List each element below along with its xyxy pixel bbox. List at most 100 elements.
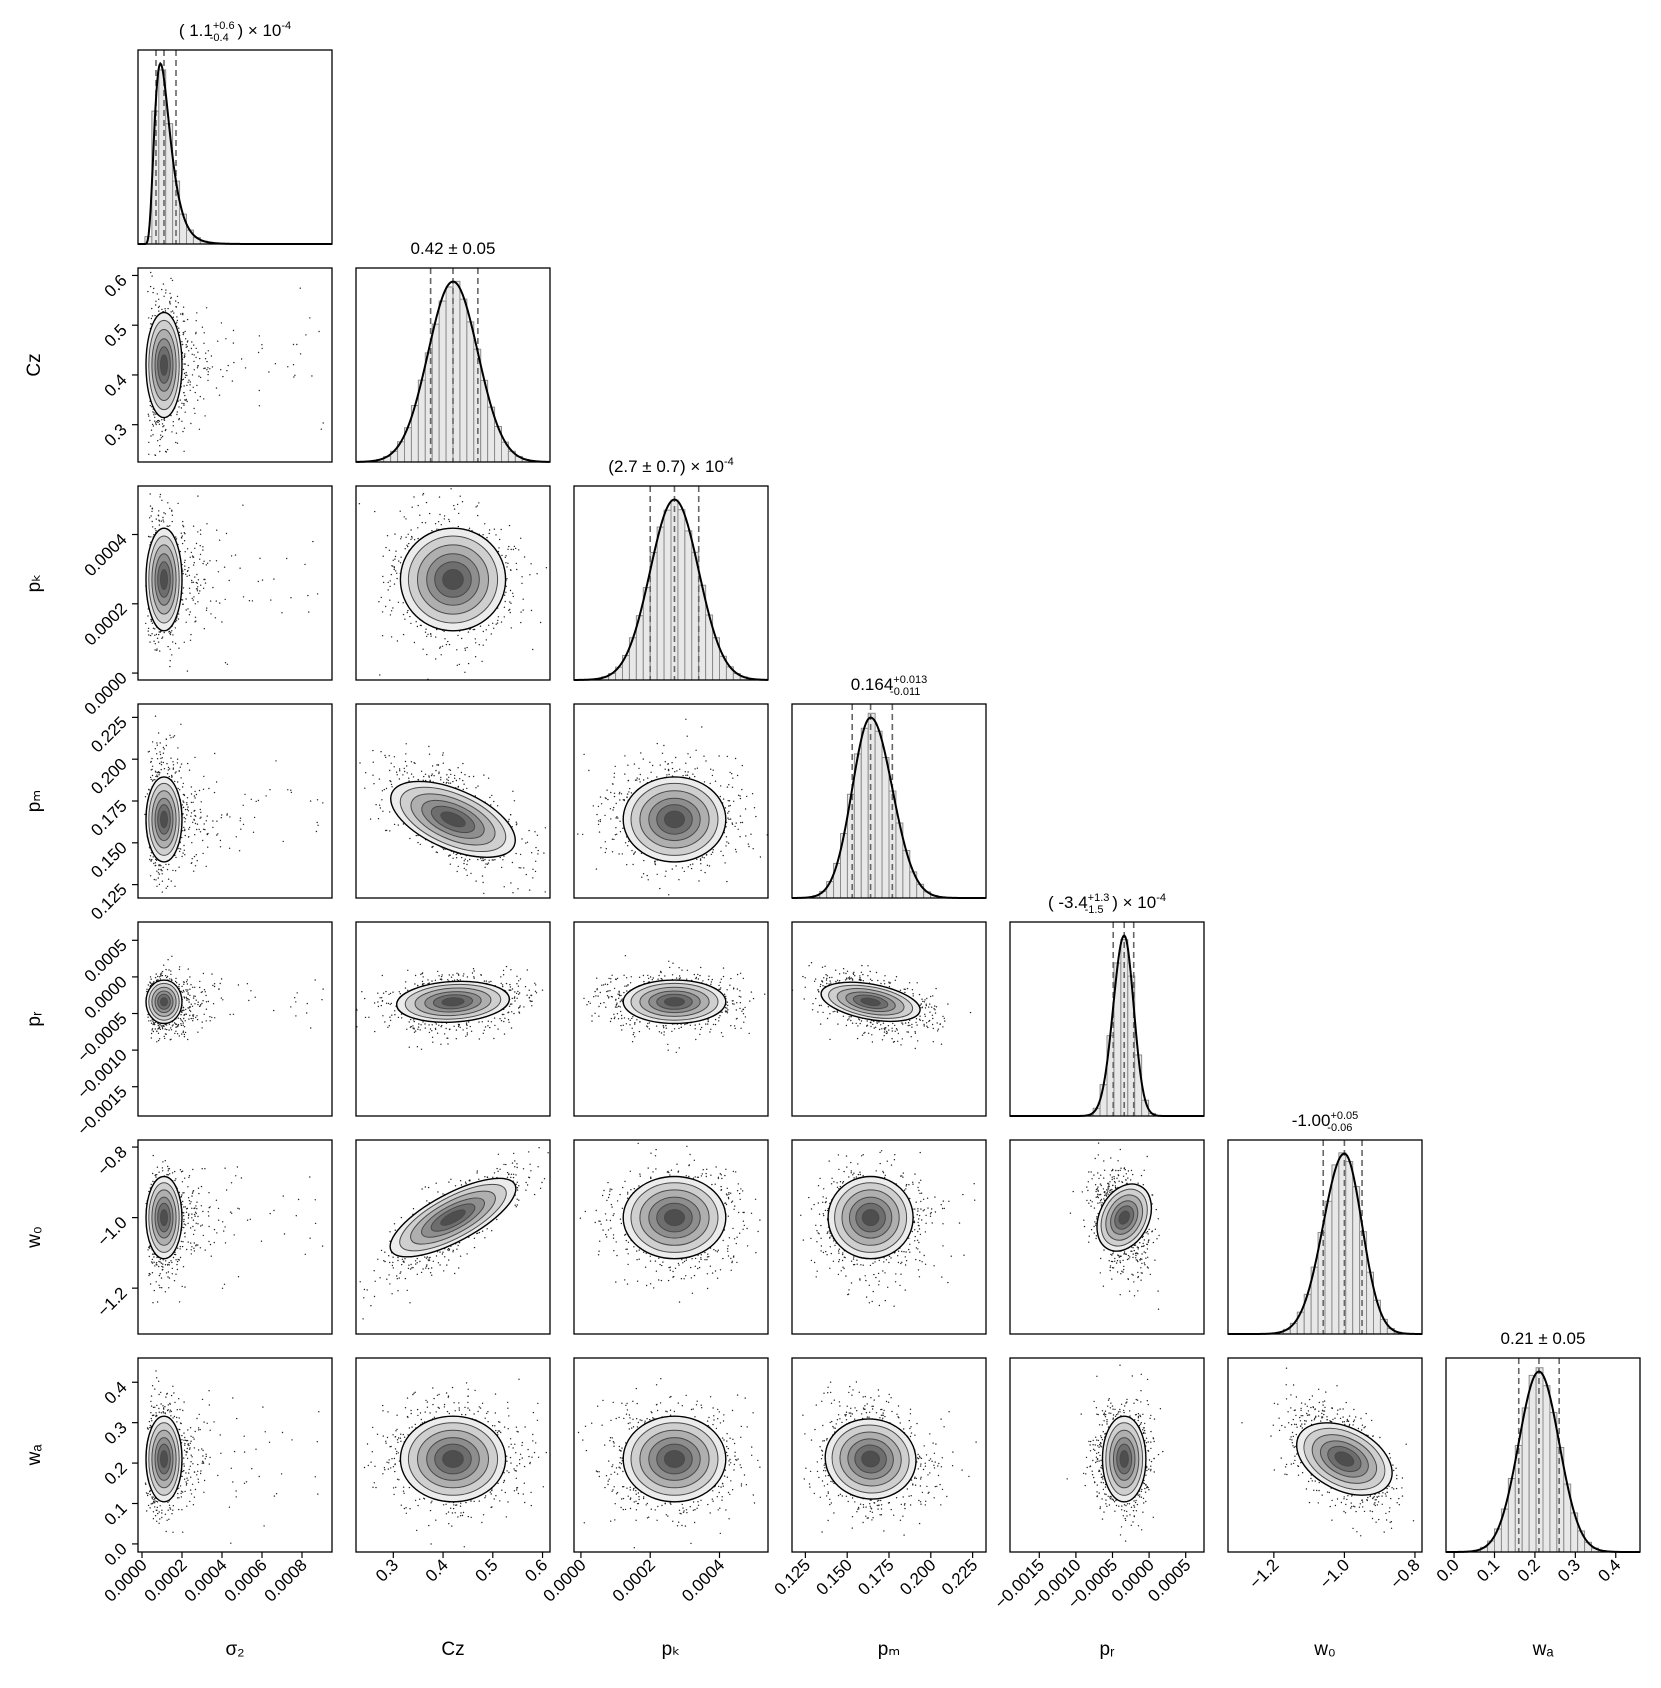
scatter-point: [155, 413, 157, 415]
scatter-point: [287, 789, 289, 791]
scatter-point: [446, 781, 448, 784]
scatter-point: [413, 539, 416, 541]
scatter-point: [190, 812, 193, 814]
scatter-point: [493, 528, 496, 530]
scatter-point: [469, 858, 471, 861]
scatter-point: [163, 419, 165, 421]
scatter-point: [316, 799, 319, 801]
scatter-point: [158, 310, 160, 312]
scatter-point: [197, 495, 199, 497]
scatter-point: [578, 528, 579, 529]
scatter-point: [452, 780, 454, 783]
scatter-point: [160, 434, 162, 436]
scatter-point: [393, 766, 395, 768]
scatter-point: [416, 625, 419, 628]
scatter-point: [393, 568, 395, 571]
scatter-point: [193, 795, 196, 797]
scatter-point: [203, 332, 205, 334]
scatter-point: [207, 846, 209, 848]
scatter-point: [410, 622, 412, 625]
scatter-point: [182, 587, 185, 589]
scatter-point: [364, 787, 366, 789]
scatter-point: [358, 503, 361, 505]
scatter-point: [402, 613, 405, 616]
scatter-point: [397, 824, 399, 826]
scatter-point: [158, 873, 161, 875]
scatter-point: [739, 797, 742, 800]
scatter-point: [460, 771, 463, 774]
scatter-point: [422, 492, 425, 495]
scatter-point: [190, 422, 192, 425]
scatter-point: [167, 307, 169, 310]
scatter-point: [152, 779, 154, 781]
scatter-point: [270, 599, 272, 601]
scatter-point: [438, 771, 440, 773]
scatter-point: [178, 327, 180, 329]
scatter-point: [493, 627, 495, 629]
scatter-point: [428, 775, 430, 777]
scatter-point: [530, 609, 533, 612]
scatter-point: [502, 859, 504, 861]
hist-panel-3: [791, 703, 987, 899]
scatter-point: [184, 808, 187, 811]
scatter-point: [206, 523, 208, 525]
scatter-point: [490, 804, 492, 806]
scatter-point: [523, 556, 526, 558]
scatter-point: [269, 789, 271, 791]
scatter-point: [435, 658, 437, 660]
scatter-point: [446, 778, 448, 780]
scatter-point: [154, 528, 156, 530]
scatter-point: [290, 791, 293, 794]
scatter-point: [183, 372, 186, 375]
scatter-point: [425, 628, 427, 630]
scatter-point: [449, 863, 451, 865]
scatter-point: [159, 742, 161, 744]
scatter-point: [528, 829, 530, 832]
panel-frame: [137, 485, 333, 681]
scatter-point: [404, 548, 406, 550]
panel-frame: [137, 267, 333, 463]
scatter-point: [193, 855, 196, 858]
scatter-point: [181, 804, 183, 806]
scatter-point: [159, 450, 161, 453]
scatter-point: [512, 595, 514, 598]
scatter-point: [255, 800, 257, 803]
scatter-point: [535, 860, 537, 862]
scatter-point: [619, 799, 621, 801]
scatter-point: [509, 601, 511, 603]
scatter-point: [518, 867, 520, 869]
scatter-point: [398, 560, 400, 562]
scatter-point: [226, 813, 228, 815]
scatter-point: [203, 398, 205, 400]
scatter-point: [151, 757, 153, 760]
scatter-point: [399, 562, 402, 564]
contour-line: [154, 338, 174, 392]
scatter-point: [150, 761, 152, 763]
scatter-point: [183, 561, 186, 564]
scatter-point: [286, 557, 288, 560]
scatter-point: [515, 562, 517, 565]
scatter-point: [172, 869, 174, 872]
scatter-point: [221, 814, 223, 816]
scatter-point: [154, 304, 157, 306]
scatter-point: [382, 810, 384, 812]
scatter-point: [154, 862, 157, 864]
scatter-point: [192, 262, 193, 263]
scatter-point: [427, 633, 429, 636]
scatter-point: [392, 607, 394, 609]
scatter-point: [191, 341, 193, 343]
hist-bar: [179, 213, 188, 245]
scatter-point: [309, 317, 311, 319]
scatter-point: [209, 600, 212, 602]
scatter-point: [159, 772, 161, 774]
scatter-point: [393, 583, 396, 585]
scatter-point: [184, 559, 186, 561]
scatter-point: [487, 862, 490, 864]
scatter-point: [199, 395, 201, 398]
scatter-point: [182, 793, 185, 796]
scatter-point: [173, 735, 176, 737]
scatter-point: [494, 859, 496, 861]
scatter-point: [654, 862, 656, 864]
scatter-point: [151, 315, 154, 317]
scatter-point: [221, 621, 223, 623]
